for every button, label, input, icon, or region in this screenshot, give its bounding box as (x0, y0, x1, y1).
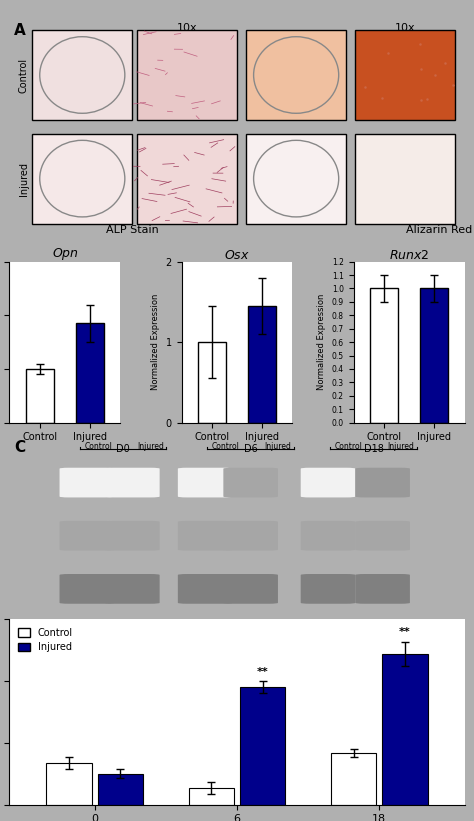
Bar (240, 687, 285, 805)
FancyBboxPatch shape (356, 521, 410, 551)
FancyBboxPatch shape (301, 468, 356, 498)
Text: C: C (14, 440, 25, 455)
Text: 10x: 10x (395, 23, 416, 33)
Bar (382, 654, 428, 805)
FancyBboxPatch shape (32, 30, 132, 120)
Text: Alizarin Red Stain: Alizarin Red Stain (406, 225, 474, 235)
FancyBboxPatch shape (60, 521, 114, 551)
Bar (248, 306, 276, 423)
FancyBboxPatch shape (105, 521, 160, 551)
Text: **: ** (399, 627, 410, 637)
FancyBboxPatch shape (301, 574, 356, 603)
Text: Control: Control (84, 443, 112, 451)
Bar (46, 764, 92, 805)
FancyBboxPatch shape (60, 468, 114, 498)
Text: 10x: 10x (177, 23, 197, 33)
FancyBboxPatch shape (223, 574, 278, 603)
FancyBboxPatch shape (32, 134, 132, 223)
Title: $\it{Osx}$: $\it{Osx}$ (224, 249, 250, 262)
FancyBboxPatch shape (178, 574, 232, 603)
Text: D18: D18 (364, 444, 383, 454)
Bar (420, 288, 448, 423)
Title: $\it{Opn}$: $\it{Opn}$ (52, 245, 78, 262)
Legend: Control, Injured: Control, Injured (14, 624, 77, 656)
Bar (370, 288, 398, 423)
FancyBboxPatch shape (301, 521, 356, 551)
FancyBboxPatch shape (246, 30, 346, 120)
Text: ALP Stain: ALP Stain (106, 225, 159, 235)
Text: Control: Control (18, 57, 28, 93)
FancyBboxPatch shape (137, 30, 237, 120)
Text: Control: Control (335, 443, 363, 451)
FancyBboxPatch shape (223, 468, 278, 498)
Text: D0: D0 (116, 444, 130, 454)
Text: Injured: Injured (264, 443, 292, 451)
Text: A: A (14, 23, 26, 39)
Bar (98, 773, 143, 805)
Bar (198, 342, 226, 423)
Y-axis label: Normalized Expression: Normalized Expression (317, 294, 326, 390)
Text: Injured: Injured (137, 443, 164, 451)
FancyBboxPatch shape (105, 468, 160, 498)
Y-axis label: Normalized Expression: Normalized Expression (151, 294, 160, 390)
Text: Injured: Injured (18, 162, 28, 195)
FancyBboxPatch shape (356, 134, 456, 223)
Title: $\it{Runx2}$: $\it{Runx2}$ (389, 249, 429, 262)
FancyBboxPatch shape (356, 574, 410, 603)
Text: **: ** (257, 667, 268, 677)
Text: Control: Control (212, 443, 239, 451)
FancyBboxPatch shape (356, 468, 410, 498)
Text: Injured: Injured (387, 443, 414, 451)
FancyBboxPatch shape (178, 468, 232, 498)
FancyBboxPatch shape (246, 134, 346, 223)
Text: D6: D6 (244, 444, 257, 454)
Bar (331, 753, 376, 805)
Bar (189, 788, 234, 805)
FancyBboxPatch shape (356, 30, 456, 120)
Bar (76, 323, 104, 423)
FancyBboxPatch shape (137, 134, 237, 223)
FancyBboxPatch shape (223, 521, 278, 551)
FancyBboxPatch shape (60, 574, 114, 603)
Bar (26, 369, 54, 423)
FancyBboxPatch shape (105, 574, 160, 603)
FancyBboxPatch shape (178, 521, 232, 551)
